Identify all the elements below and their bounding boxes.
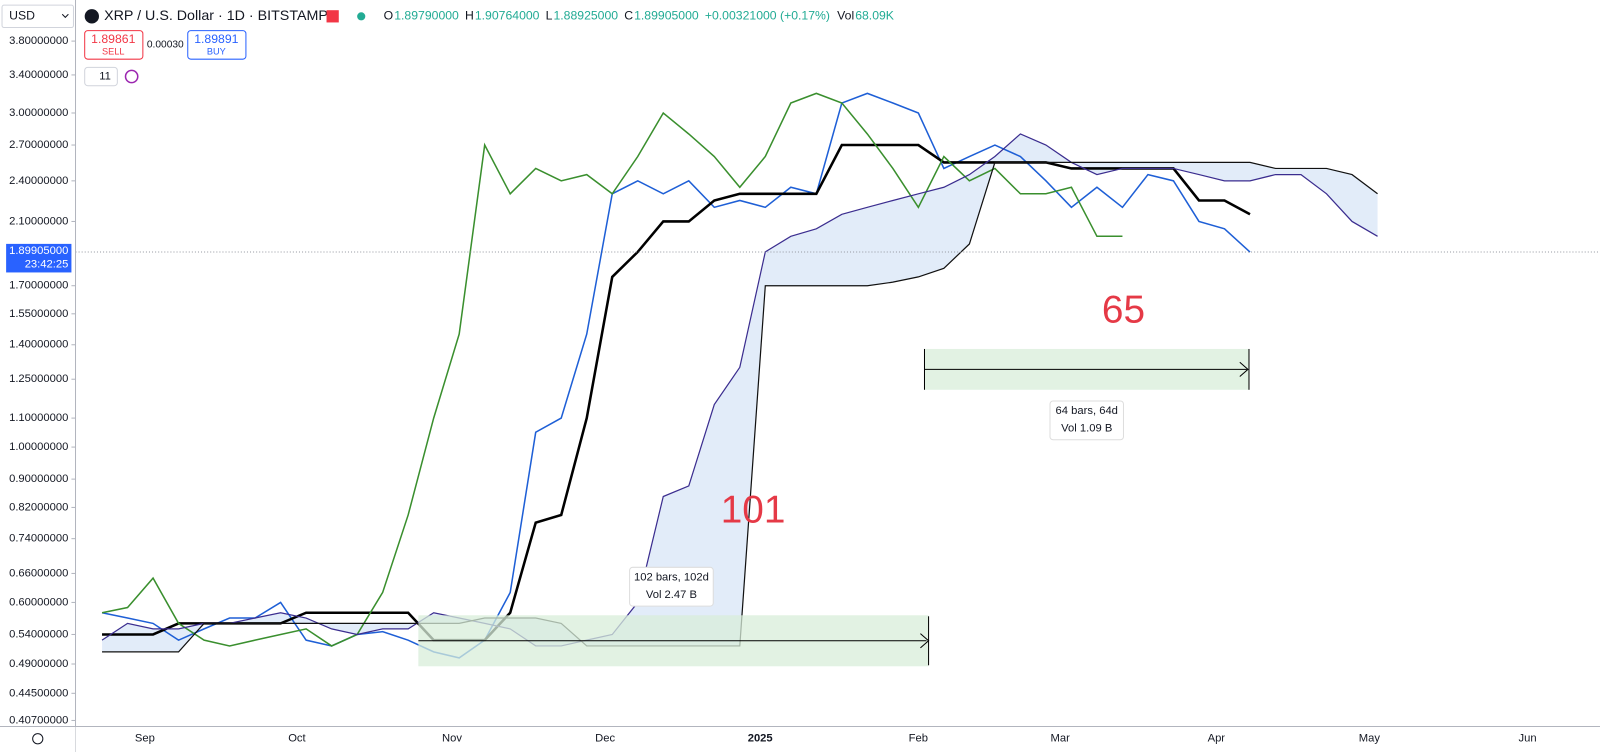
change: +0.00321000 (+0.17%) [705,9,830,23]
x-tick-label: Feb [909,733,928,745]
x-tick-label: Nov [442,733,462,745]
ohlc-value: 1.89790000 [394,9,459,23]
y-tick-label: 0.90000000 [9,473,68,485]
ohlc-label: O [384,9,394,23]
annotation: 101 [721,488,786,531]
indicators-toggle[interactable] [84,66,118,87]
cloud [102,133,1378,652]
last-price-badge [6,243,72,273]
sell-price: 1.89861 [91,32,135,46]
x-tick-label: Dec [595,733,615,745]
measure-bars: 102 bars, 102d [634,571,709,583]
y-tick-label: 0.54000000 [9,628,68,640]
y-tick-label: 0.74000000 [9,533,68,545]
arrow-head [920,633,930,649]
sell-label: SELL [102,46,124,56]
settings-icon[interactable] [32,733,44,745]
measure-volume: Vol 1.09 B [1061,423,1112,435]
plot-area [75,92,1600,659]
buy-button[interactable] [187,30,247,60]
volume-label: Vol [837,9,854,23]
measure-tooltip [1049,400,1124,441]
dropdown-icon [61,13,69,19]
countdown: 23:42:25 [25,258,69,270]
x-tick-label: Apr [1208,733,1226,745]
series-line [101,92,1123,647]
y-tick-label: 1.00000000 [9,441,68,453]
currency-select[interactable] [1,4,74,29]
sell-button[interactable] [84,30,144,60]
series-line [102,143,1251,642]
x-tick-label: 2025 [748,733,773,745]
ohlc-value: 1.88925000 [553,9,618,23]
symbol-icon [84,9,99,24]
y-tick-label: 1.40000000 [9,339,68,351]
indicators-count: 11 [99,70,111,82]
price-axis [0,0,76,752]
measure-tooltip [629,566,714,607]
y-tick-label: 2.70000000 [9,139,68,151]
y-tick-label: 0.82000000 [9,501,68,513]
flag-icon[interactable] [326,10,339,23]
annotation: 65 [1102,288,1145,331]
y-tick-label: 3.80000000 [9,35,68,47]
y-tick-label: 2.40000000 [9,175,68,187]
y-tick-label: 1.70000000 [9,280,68,292]
ohlc-value: 1.89905000 [634,9,699,23]
currency: USD [9,9,35,23]
x-axis: Sep Oct Nov Dec 2025 Feb Mar Apr May Jun [135,733,1537,745]
y-tick-label: 0.49000000 [9,658,68,670]
spread: 0.00030 [147,40,184,51]
status-dot [357,12,366,21]
y-tick-label: 1.55000000 [9,308,68,320]
buy-price: 1.89891 [194,32,238,46]
series-line [101,92,1251,659]
y-tick-label: 3.40000000 [9,69,68,81]
ohlc-label: H [465,9,474,23]
x-tick-label: Oct [288,733,306,745]
buy-label: BUY [207,46,226,56]
y-tick-label: 1.25000000 [9,373,68,385]
x-tick-label: Sep [135,733,155,745]
measure-volume: Vol 2.47 B [646,589,697,601]
ohlc-label: L [546,9,553,23]
series-line [101,133,1378,647]
arrow-head [1239,361,1249,377]
measure-bars: 64 bars, 64d [1056,405,1118,417]
symbol[interactable]: XRP / U.S. Dollar · 1D · BITSTAMP [104,8,328,24]
x-tick-label: Mar [1051,733,1071,745]
y-tick-label: 0.66000000 [9,567,68,579]
last-price-label: 1.89905000 [9,245,68,257]
volume-value: 68.09K [855,9,895,23]
y-tick-label: 2.10000000 [9,215,68,227]
x-tick-label: May [1359,733,1381,745]
refresh-icon[interactable] [124,69,139,84]
ohlc-label: C [624,9,633,23]
y-tick-label: 0.60000000 [9,596,68,608]
ohlc-value: 1.90764000 [475,9,540,23]
y-tick-label: 1.10000000 [9,412,68,424]
x-tick-label: Jun [1519,733,1537,745]
ohlc: O 1.89790000 H 1.90764000 L 1.88925000 C 1.8990… [384,9,895,23]
time-axis [75,726,1600,752]
y-tick-label: 3.00000000 [9,107,68,119]
y-tick-label: 0.40700000 [9,714,68,726]
y-tick-label: 0.44500000 [9,687,68,699]
y-axis: 3.80000000 3.40000000 3.00000000 2.70000000… [6,35,76,726]
